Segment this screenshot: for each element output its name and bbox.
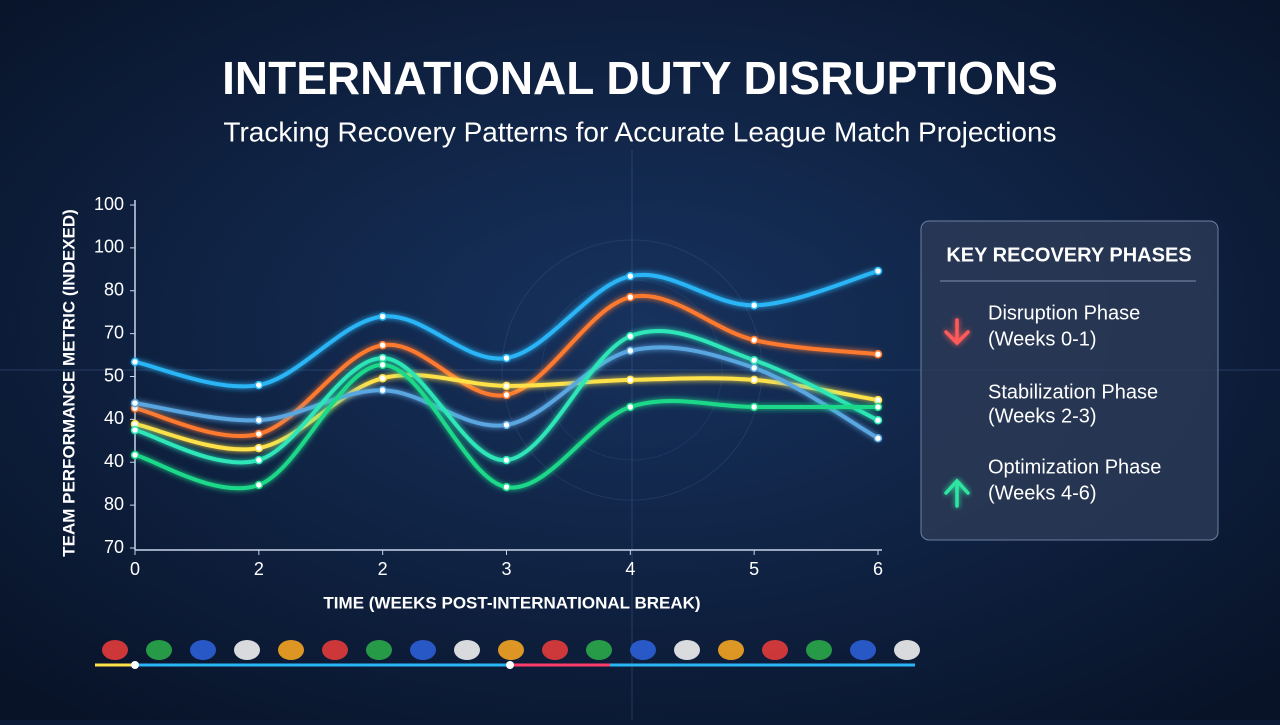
point bbox=[254, 480, 264, 490]
legend-box bbox=[920, 220, 1219, 541]
point bbox=[749, 363, 759, 373]
point bbox=[626, 346, 635, 356]
flag-icon bbox=[894, 640, 920, 660]
point bbox=[378, 385, 387, 395]
point bbox=[749, 301, 759, 310]
flag-icon bbox=[630, 640, 656, 660]
flag-icon bbox=[850, 640, 876, 660]
point bbox=[502, 353, 511, 363]
flag-icon bbox=[498, 640, 524, 660]
y-tick-label: 80 bbox=[104, 280, 124, 300]
chart-title: INTERNATIONAL DUTY DISRUPTIONS bbox=[222, 52, 1058, 104]
legend-label: Optimization Phase bbox=[988, 456, 1161, 478]
point bbox=[378, 312, 387, 321]
y-axis-title: TEAM PERFORMANCE METRIC (INDEXED) bbox=[59, 209, 78, 557]
point bbox=[626, 375, 635, 385]
legend-label: (Weeks 0-1) bbox=[988, 328, 1097, 350]
point bbox=[130, 357, 140, 367]
legend-label: (Weeks 4-6) bbox=[988, 482, 1097, 504]
flag-icon bbox=[234, 640, 260, 660]
y-tick-label: 70 bbox=[104, 322, 124, 342]
legend-title: KEY RECOVERY PHASES bbox=[946, 244, 1191, 266]
x-axis-title: TIME (WEEKS POST-INTERNATIONAL BREAK) bbox=[323, 593, 700, 612]
y-tick-label: 100 bbox=[94, 237, 124, 257]
point bbox=[502, 455, 511, 465]
x-tick-label: 5 bbox=[749, 559, 759, 579]
flag-icon bbox=[146, 640, 172, 660]
point bbox=[378, 353, 387, 363]
flag-icon bbox=[718, 640, 744, 660]
point bbox=[626, 271, 635, 281]
x-tick-label: 3 bbox=[501, 559, 511, 579]
point bbox=[254, 455, 264, 465]
y-tick-label: 50 bbox=[104, 365, 124, 385]
point bbox=[378, 340, 387, 350]
flag-icon bbox=[542, 640, 568, 660]
point bbox=[254, 443, 264, 453]
flag-icon bbox=[190, 640, 216, 660]
x-tick-label: 2 bbox=[378, 559, 388, 579]
flag-icon bbox=[586, 640, 612, 660]
x-tick-label: 0 bbox=[130, 559, 140, 579]
point bbox=[873, 395, 883, 405]
flag-icon bbox=[410, 640, 436, 660]
chart-subtitle: Tracking Recovery Patterns for Accurate … bbox=[223, 116, 1056, 147]
point bbox=[749, 335, 759, 345]
point bbox=[873, 266, 883, 276]
y-tick-label: 40 bbox=[104, 408, 124, 428]
flag-icon bbox=[674, 640, 700, 660]
point bbox=[502, 482, 511, 492]
y-tick-label: 100 bbox=[94, 194, 124, 214]
strip-dot bbox=[506, 661, 514, 669]
y-tick-label: 40 bbox=[104, 451, 124, 471]
strip-dot bbox=[131, 661, 139, 669]
x-tick-label: 6 bbox=[873, 559, 883, 579]
legend-icon bbox=[944, 478, 970, 508]
point bbox=[502, 390, 511, 400]
flag-icon bbox=[454, 640, 480, 660]
point bbox=[378, 373, 387, 383]
point bbox=[378, 360, 387, 370]
point bbox=[130, 425, 140, 435]
point bbox=[130, 398, 140, 408]
flag-icon bbox=[762, 640, 788, 660]
point bbox=[749, 355, 759, 365]
point bbox=[873, 415, 883, 425]
point bbox=[626, 292, 635, 302]
point bbox=[626, 402, 635, 412]
flag-icon bbox=[102, 640, 128, 660]
point bbox=[254, 380, 264, 390]
flag-icon bbox=[278, 640, 304, 660]
x-tick-label: 4 bbox=[625, 559, 635, 579]
legend-icon bbox=[944, 318, 970, 346]
point bbox=[502, 381, 511, 391]
x-tick-label: 2 bbox=[254, 559, 264, 579]
y-tick-label: 80 bbox=[104, 494, 124, 514]
legend-label: Stabilization Phase bbox=[988, 381, 1158, 403]
y-tick-label: 70 bbox=[104, 537, 124, 557]
point bbox=[254, 415, 264, 425]
flag-icon bbox=[366, 640, 392, 660]
point bbox=[130, 450, 140, 460]
point bbox=[873, 433, 883, 443]
point bbox=[873, 349, 883, 359]
legend-label: Disruption Phase bbox=[988, 302, 1140, 324]
point bbox=[749, 402, 759, 412]
point bbox=[749, 375, 759, 385]
point bbox=[502, 420, 511, 430]
point bbox=[254, 429, 264, 439]
flag-icon bbox=[806, 640, 832, 660]
legend-label: (Weeks 2-3) bbox=[988, 405, 1097, 427]
flag-icon bbox=[322, 640, 348, 660]
flag-strip bbox=[95, 640, 920, 669]
point bbox=[626, 331, 635, 341]
point bbox=[873, 402, 883, 412]
